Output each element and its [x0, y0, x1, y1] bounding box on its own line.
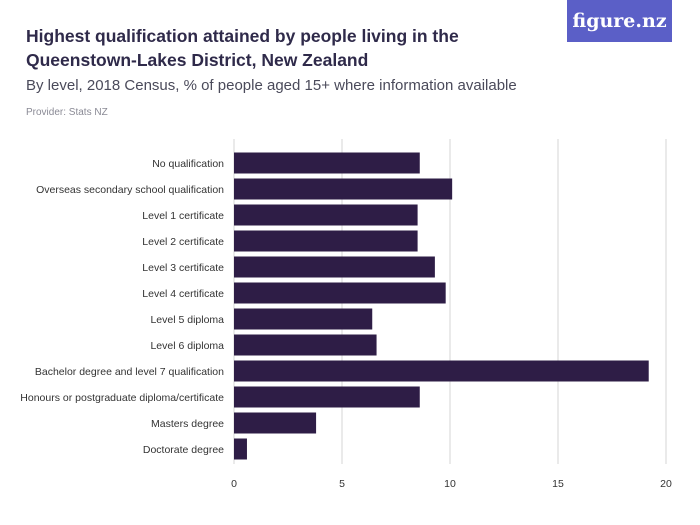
- chart-subtitle: By level, 2018 Census, % of people aged …: [26, 77, 517, 94]
- bar: [234, 204, 418, 226]
- bar: [234, 230, 418, 252]
- bar: [234, 360, 649, 382]
- category-label: Level 5 diploma: [150, 314, 224, 326]
- category-label: Honours or postgraduate diploma/certific…: [20, 392, 224, 404]
- category-label: Level 1 certificate: [142, 210, 224, 222]
- x-tick-label: 10: [444, 478, 456, 490]
- bar: [234, 334, 377, 356]
- category-label: Doctorate degree: [143, 444, 224, 456]
- bar: [234, 152, 420, 174]
- x-tick-label: 5: [339, 478, 345, 490]
- category-label: Level 2 certificate: [142, 236, 224, 248]
- category-label: Overseas secondary school qualification: [36, 184, 224, 196]
- bar: [234, 178, 453, 200]
- data-provider: Provider: Stats NZ: [26, 107, 108, 118]
- chart-title: Highest qualification attained by people…: [26, 26, 459, 70]
- bar: [234, 438, 247, 460]
- bar: [234, 386, 420, 408]
- bar: [234, 308, 373, 330]
- category-label: Bachelor degree and level 7 qualificatio…: [35, 366, 224, 378]
- bar: [234, 282, 446, 304]
- category-label: Level 6 diploma: [150, 340, 224, 352]
- category-label: Level 3 certificate: [142, 262, 224, 274]
- x-tick-label: 15: [552, 478, 564, 490]
- x-tick-label: 0: [231, 478, 237, 490]
- bar: [234, 412, 317, 434]
- category-label: Level 4 certificate: [142, 288, 224, 300]
- figure-nz-logo[interactable]: figure.nz: [567, 0, 672, 42]
- category-label: No qualification: [152, 158, 224, 170]
- category-label: Masters degree: [151, 418, 224, 430]
- bar: [234, 256, 435, 278]
- x-tick-label: 20: [660, 478, 672, 490]
